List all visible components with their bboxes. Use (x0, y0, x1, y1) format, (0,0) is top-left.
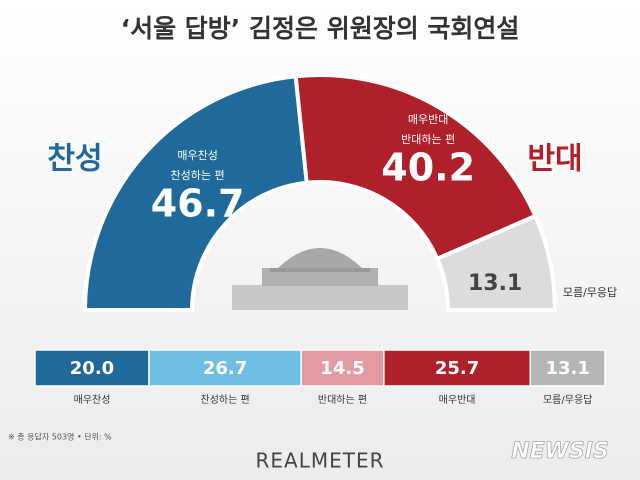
segment-sublabel: 반대하는 편 (401, 132, 455, 146)
bar-segment (300, 349, 385, 387)
category-label: 모름/무응답 (543, 394, 592, 406)
value-label: 40.2 (381, 146, 475, 190)
segment-sublabel: 매우반대 (408, 113, 448, 126)
footnote: ※ 총 응답자 503명 • 단위: % (8, 432, 112, 442)
segment-sublabel: 매우찬성 (177, 148, 217, 162)
donut-segment (434, 213, 558, 312)
category-label: 매우반대 (439, 394, 476, 406)
bar-segment (34, 349, 150, 387)
value-label: 13.1 (468, 271, 522, 296)
value-label: 25.7 (435, 358, 479, 379)
category-label: 찬성하는 편 (201, 393, 250, 406)
value-label: 14.5 (320, 358, 364, 379)
donut-segment (82, 74, 309, 312)
watermark: NEWSIS (511, 439, 609, 464)
chart-title: ‘서울 답방’ 김정은 위원장의 국회연설 (121, 14, 520, 43)
bar-segment (529, 349, 606, 387)
bar-segment (148, 349, 302, 387)
value-label: 26.7 (203, 358, 247, 379)
category-label: 매우찬성 (74, 394, 111, 406)
donut-segment (293, 73, 539, 262)
category-label: 반대하는 편 (318, 393, 367, 406)
brand: REALMETER (256, 449, 385, 473)
value-label: 13.1 (545, 358, 589, 379)
segment-sublabel: 찬성하는 편 (171, 168, 225, 182)
value-label: 20.0 (70, 358, 114, 379)
category-label: 반대 (527, 142, 582, 177)
value-label: 46.7 (151, 182, 245, 226)
building-illustration (232, 248, 408, 310)
category-label: 모름/무응답 (563, 286, 617, 299)
category-label: 찬성 (47, 142, 102, 177)
